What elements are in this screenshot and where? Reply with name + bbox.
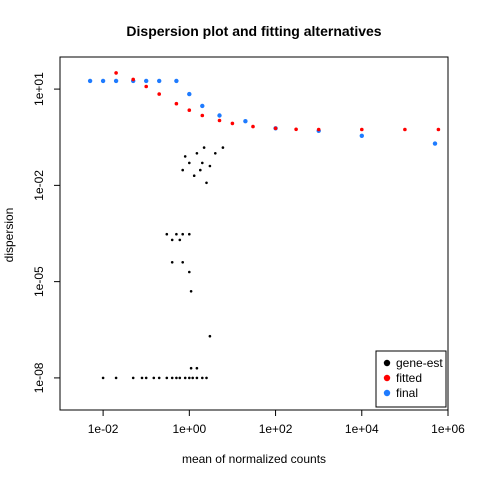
data-point-gene-est [175,232,178,236]
data-point-gene-est [170,376,174,380]
legend-marker-final [383,389,391,397]
y-axis-label: dispersion [2,208,16,263]
data-point-fitted [294,127,298,132]
data-point-gene-est [152,376,156,380]
data-point-final [359,133,364,138]
data-point-fitted [187,108,192,112]
data-point-fitted [144,84,148,89]
data-point-final [157,78,162,84]
x-axis-label: mean of normalized counts [182,452,326,466]
legend-marker-fitted [383,374,391,382]
data-point-gene-est [165,376,169,380]
data-point-fitted [403,127,407,132]
data-point-fitted [217,118,222,123]
data-point-gene-est [199,168,202,172]
data-point-gene-est [178,238,182,242]
data-point-final [87,78,93,84]
data-point-gene-est [189,366,193,370]
data-point-gene-est [170,261,174,264]
data-point-final [174,78,179,84]
data-point-fitted [131,77,135,82]
data-point-final [217,113,222,118]
data-point-fitted [436,127,441,132]
x-tick-label: 1e+04 [345,422,379,436]
data-point-fitted [157,92,161,96]
data-point-gene-est [140,376,144,380]
legend-label-final: final [396,386,418,400]
series-gene-est [101,146,225,380]
data-point-gene-est [201,376,204,380]
data-point-gene-est [157,376,161,380]
data-point-final [200,103,205,109]
data-point-gene-est [205,376,208,380]
data-point-final [243,119,248,124]
data-point-gene-est [188,232,191,236]
data-point-gene-est [188,270,191,274]
data-point-gene-est [208,334,212,338]
y-tick-label: 1e-08 [32,362,46,393]
y-tick-label: 1e-05 [32,266,46,297]
data-point-final [432,141,438,146]
data-point-final [187,91,192,97]
data-point-fitted [316,127,321,132]
series-fitted [114,71,441,132]
data-point-fitted [114,71,118,75]
data-point-fitted [230,121,235,126]
data-point-gene-est [221,146,225,149]
data-point-fitted [360,127,364,132]
data-point-gene-est [101,376,105,380]
data-point-gene-est [214,152,217,155]
data-point-fitted [174,101,179,106]
data-point-gene-est [183,155,187,158]
legend-marker-gene-est [383,359,391,367]
data-point-gene-est [165,232,169,236]
data-point-gene-est [188,376,191,380]
y-tick-label: 1e-02 [32,170,46,201]
x-tick-label: 1e+06 [431,422,465,436]
data-point-gene-est [183,376,187,380]
axes-layer: 1e-02 1e+00 1e+02 1e+04 1e+06 1e-08 1e-05 1e-02… [32,56,465,436]
data-point-gene-est [201,161,204,165]
data-point-gene-est [181,261,184,264]
data-point-gene-est [170,238,174,242]
data-point-gene-est [181,232,184,236]
data-point-fitted [200,113,205,118]
chart-title: Dispersion plot and fitting alternatives [126,23,381,39]
data-point-fitted [273,126,278,131]
data-point-gene-est [205,181,208,185]
points-layer [87,71,441,380]
legend-label-fitted: fitted [396,371,422,385]
data-point-gene-est [202,146,206,149]
data-point-gene-est [175,376,178,380]
data-point-gene-est [208,164,212,168]
x-tick-label: 1e-02 [88,422,119,436]
legend-label-gene-est: gene-est [396,356,443,370]
data-point-gene-est [188,161,191,165]
data-point-final [144,78,149,84]
data-point-gene-est [144,376,148,380]
plot-frame [59,56,449,411]
data-point-gene-est [178,376,182,380]
data-point-final [113,78,119,84]
data-point-gene-est [114,376,118,380]
data-point-gene-est [191,376,194,380]
data-point-fitted [251,124,255,129]
data-point-gene-est [131,376,135,380]
data-point-gene-est [192,174,196,177]
data-point-final [100,78,106,84]
data-point-gene-est [195,152,199,155]
data-point-gene-est [195,376,199,380]
data-point-gene-est [181,168,184,172]
x-tick-label: 1e+00 [172,422,206,436]
x-tick-label: 1e+02 [259,422,293,436]
y-tick-label: 1e+01 [32,72,46,106]
data-point-gene-est [195,366,199,370]
legend: gene-est fitted final [375,350,447,408]
data-point-gene-est [189,290,193,293]
